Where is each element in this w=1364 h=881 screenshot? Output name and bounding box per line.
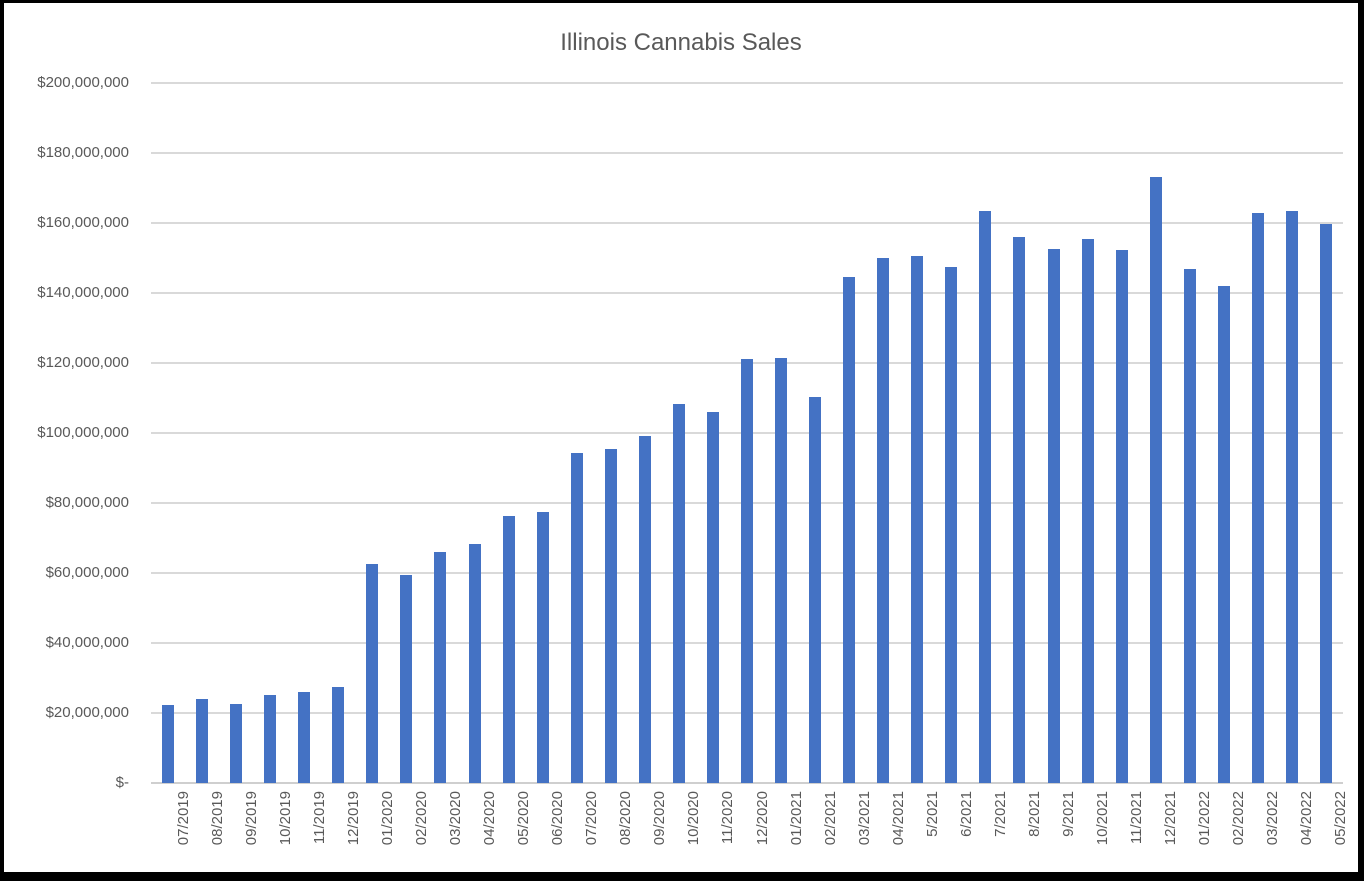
- y-gridline: [151, 222, 1343, 224]
- bar-01-2021: [775, 358, 788, 783]
- bar-10-2019: [264, 695, 277, 783]
- bar-03-2021: [843, 276, 856, 783]
- y-axis-label: $20,000,000: [45, 704, 129, 721]
- chart-title: Illinois Cannabis Sales: [560, 29, 802, 56]
- bar-6-2021: [945, 267, 958, 783]
- bar-05-2020: [502, 516, 515, 783]
- y-gridline: [151, 152, 1343, 154]
- x-axis-label: 04/2022: [1298, 791, 1316, 846]
- bar-12-2020: [741, 358, 753, 783]
- x-axis-label: 8/2021: [1025, 791, 1043, 837]
- bar-02-2020: [400, 574, 413, 783]
- bar-01-2020: [366, 564, 379, 783]
- y-gridline: [151, 82, 1343, 84]
- x-axis-label: 03/2021: [855, 791, 873, 846]
- bar-07-2019: [162, 704, 175, 783]
- bar-04-2022: [1285, 210, 1298, 783]
- x-axis-label: 11/2021: [1128, 791, 1146, 845]
- y-axis-label: $-: [115, 774, 129, 791]
- x-axis-label: 09/2019: [242, 791, 260, 846]
- bar-10-2021: [1081, 239, 1094, 783]
- x-axis-label: 02/2022: [1230, 791, 1248, 846]
- bar-9-2021: [1047, 248, 1060, 783]
- bar-01-2022: [1183, 268, 1196, 783]
- y-axis-label: $80,000,000: [45, 494, 129, 511]
- x-axis-label: 05/2022: [1332, 791, 1350, 846]
- bar-10-2020: [672, 404, 685, 783]
- x-axis-label: 10/2019: [276, 791, 294, 846]
- x-axis-label: 11/2020: [719, 791, 737, 845]
- bar-04-2020: [468, 543, 481, 783]
- x-axis-label: 02/2021: [821, 791, 839, 846]
- bar-08-2019: [196, 699, 209, 783]
- x-axis-label: 08/2019: [208, 791, 226, 846]
- y-axis-label: $200,000,000: [37, 74, 129, 91]
- y-gridline: [151, 292, 1343, 294]
- x-axis-label: 04/2020: [481, 791, 499, 846]
- x-axis-label: 09/2020: [651, 791, 669, 846]
- x-axis-label: 07/2020: [583, 791, 601, 846]
- x-axis-line: [151, 782, 1343, 784]
- x-axis-label: 03/2022: [1264, 791, 1282, 846]
- bar-08-2020: [604, 449, 617, 783]
- bar-12-2021: [1149, 176, 1162, 783]
- bar-12-2019: [332, 687, 345, 783]
- bar-09-2020: [638, 436, 651, 783]
- y-axis-label: $100,000,000: [37, 424, 129, 441]
- x-axis-label: 02/2020: [412, 791, 430, 846]
- bar-09-2019: [230, 703, 243, 783]
- bar-11-2021: [1115, 250, 1128, 783]
- bar-11-2019: [298, 691, 311, 783]
- x-axis-label: 10/2021: [1094, 791, 1112, 846]
- bar-06-2020: [536, 512, 549, 783]
- bar-02-2021: [809, 396, 822, 783]
- bar-5-2021: [911, 256, 924, 783]
- x-axis-label: 9/2021: [1060, 791, 1077, 837]
- bar-02-2022: [1217, 285, 1230, 783]
- x-axis-label: 7/2021: [991, 791, 1009, 837]
- bar-07-2020: [570, 452, 583, 783]
- bar-03-2020: [434, 552, 447, 783]
- x-axis-label: 03/2020: [446, 791, 464, 846]
- y-axis-label: $60,000,000: [45, 564, 129, 581]
- bar-11-2020: [706, 412, 719, 783]
- x-axis-label: 6/2021: [957, 791, 975, 837]
- bar-03-2022: [1251, 212, 1264, 783]
- x-axis-label: 12/2020: [753, 791, 771, 846]
- x-axis-label: 10/2020: [685, 791, 703, 846]
- x-axis-label: 05/2020: [515, 791, 533, 846]
- x-axis-label: 01/2021: [787, 791, 805, 846]
- y-axis-label: $180,000,000: [37, 144, 129, 161]
- x-axis-label: 06/2020: [549, 791, 567, 846]
- x-axis-label: 01/2022: [1196, 791, 1214, 846]
- bar-8-2021: [1013, 237, 1026, 783]
- x-axis-label: 5/2021: [923, 791, 941, 837]
- bar-7-2021: [979, 210, 992, 783]
- x-axis-label: 07/2019: [174, 791, 192, 846]
- bar-04-2021: [877, 257, 890, 783]
- x-axis-label: 11/2019: [310, 791, 328, 845]
- x-axis-label: 12/2021: [1162, 791, 1180, 846]
- bar-05-2022: [1319, 223, 1332, 783]
- x-axis-label: 12/2019: [344, 791, 362, 846]
- x-axis-label: 04/2021: [889, 791, 907, 846]
- x-axis-label: 01/2020: [378, 791, 396, 846]
- y-axis-label: $120,000,000: [37, 354, 129, 371]
- y-axis-label: $40,000,000: [45, 634, 129, 651]
- y-axis-label: $140,000,000: [37, 284, 129, 301]
- y-axis-label: $160,000,000: [37, 214, 129, 231]
- x-axis-label: 08/2020: [617, 791, 635, 846]
